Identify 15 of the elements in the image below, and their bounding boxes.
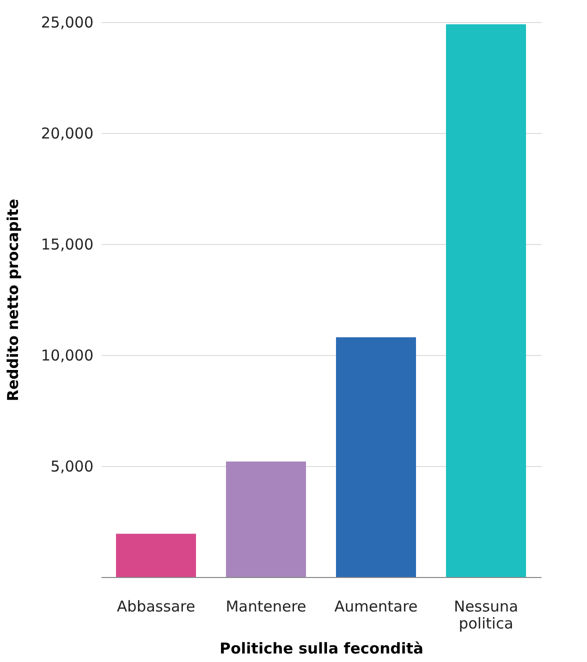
x-tick-label: Abbassare bbox=[116, 598, 196, 616]
y-axis-title: Reddito netto procapite bbox=[4, 198, 22, 402]
x-axis-title: Politiche sulla fecondità bbox=[220, 640, 424, 658]
bar bbox=[226, 462, 306, 577]
y-tick-label: 10,000 bbox=[41, 346, 94, 364]
y-tick-label: 25,000 bbox=[41, 14, 94, 32]
x-tick-label: Aumentare bbox=[334, 598, 418, 616]
y-tick-label: 5,000 bbox=[50, 458, 94, 476]
x-tick-label: Nessuna politica bbox=[454, 598, 518, 632]
bar bbox=[336, 337, 416, 577]
x-tick-label: Mantenere bbox=[226, 598, 306, 616]
y-tick-label: 15,000 bbox=[41, 236, 94, 254]
bar bbox=[446, 24, 526, 577]
bar bbox=[116, 534, 196, 577]
y-tick-label: 20,000 bbox=[41, 124, 94, 142]
